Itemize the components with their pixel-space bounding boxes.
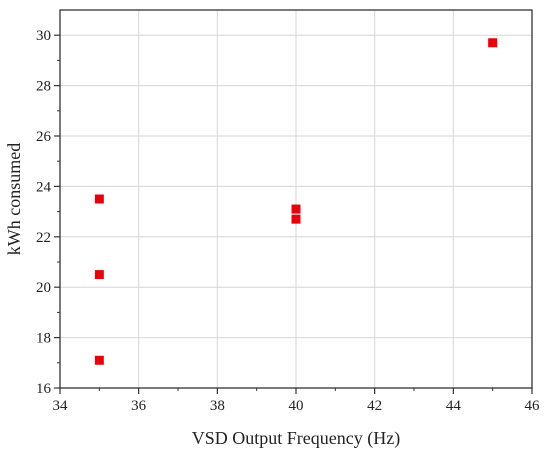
data-point [94, 355, 104, 365]
y-tick-label: 30 [36, 28, 51, 44]
y-tick-label: 24 [36, 179, 52, 195]
data-point [291, 204, 301, 214]
y-tick-label: 20 [36, 280, 51, 296]
y-tick-label: 28 [36, 79, 51, 95]
ticks [54, 34, 533, 394]
x-tick-label: 36 [131, 398, 147, 414]
tick-labels: 34 36 38 40 42 44 46 16 18 20 22 24 26 28 30 [36, 28, 540, 414]
x-axis-title: VSD Output Frequency (Hz) [192, 428, 400, 449]
x-tick-label: 46 [525, 398, 541, 414]
data-point [488, 38, 498, 48]
data-point [291, 214, 301, 224]
y-tick-label: 16 [36, 381, 52, 397]
y-tick-label: 26 [36, 129, 52, 145]
y-tick-label: 18 [36, 331, 51, 347]
y-tick-label: 22 [36, 230, 51, 246]
x-tick-label: 38 [210, 398, 225, 414]
data-point [94, 270, 104, 280]
grid [60, 10, 532, 388]
y-axis-title: kWh consumed [4, 143, 24, 255]
data-point [94, 194, 104, 204]
x-tick-label: 44 [446, 398, 462, 414]
data-points [94, 38, 498, 365]
x-tick-label: 34 [53, 398, 69, 414]
x-tick-label: 42 [367, 398, 382, 414]
x-tick-label: 40 [289, 398, 304, 414]
